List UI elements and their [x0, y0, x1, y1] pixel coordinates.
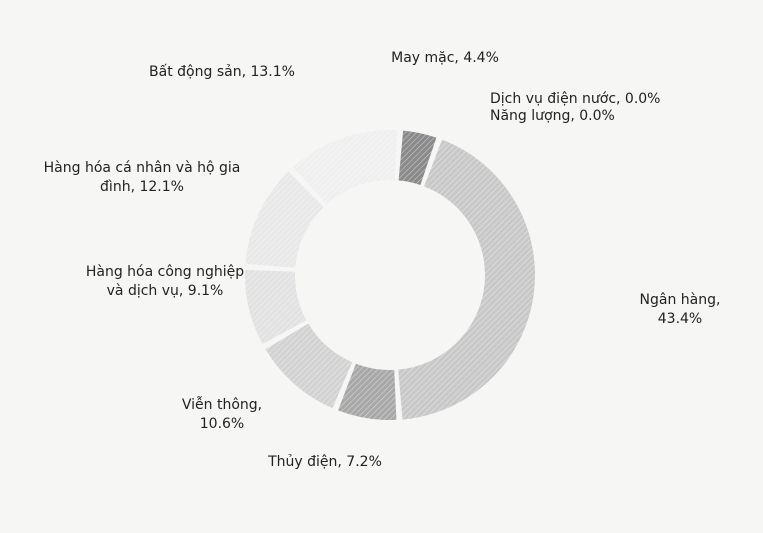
data-label: Hàng hóa công nghiệp và dịch vụ, 9.1%	[86, 264, 244, 299]
label-line: Năng lượng, 0.0%	[490, 108, 615, 124]
label-line: Hàng hóa cá nhân và hộ gia	[44, 160, 241, 176]
data-label: Ngân hàng, 43.4%	[640, 292, 721, 327]
label-line: 43.4%	[658, 311, 702, 327]
label-line: Dịch vụ điện nước, 0.0%	[490, 91, 661, 107]
slice-hatch	[398, 130, 437, 185]
label-line: May mặc, 4.4%	[391, 50, 499, 66]
data-label: May mặc, 4.4%	[391, 50, 499, 66]
slice-hatch	[338, 363, 397, 420]
slice-hatch	[245, 171, 324, 268]
slice-hatch	[245, 269, 307, 344]
label-line: Thủy điện, 7.2%	[267, 454, 382, 470]
label-line: Ngân hàng,	[640, 292, 721, 308]
data-label: Thủy điện, 7.2%	[267, 454, 382, 470]
slice-hatch	[265, 323, 353, 409]
data-label: Hàng hóa cá nhân và hộ gia đình, 12.1%	[44, 160, 241, 195]
data-label: Dịch vụ điện nước, 0.0%	[490, 91, 661, 107]
label-line: đình, 12.1%	[100, 179, 184, 195]
data-label: Bất động sản, 13.1%	[149, 64, 295, 80]
slice-hatch	[398, 139, 535, 420]
label-line: 10.6%	[200, 416, 244, 432]
data-label: Năng lượng, 0.0%	[490, 108, 615, 124]
label-line: Hàng hóa công nghiệp	[86, 264, 244, 280]
label-line: Bất động sản, 13.1%	[149, 64, 295, 80]
slice-hatch	[292, 130, 398, 205]
label-line: và dịch vụ, 9.1%	[107, 283, 224, 299]
label-line: Viễn thông,	[182, 396, 262, 413]
data-label: Viễn thông, 10.6%	[182, 396, 262, 432]
